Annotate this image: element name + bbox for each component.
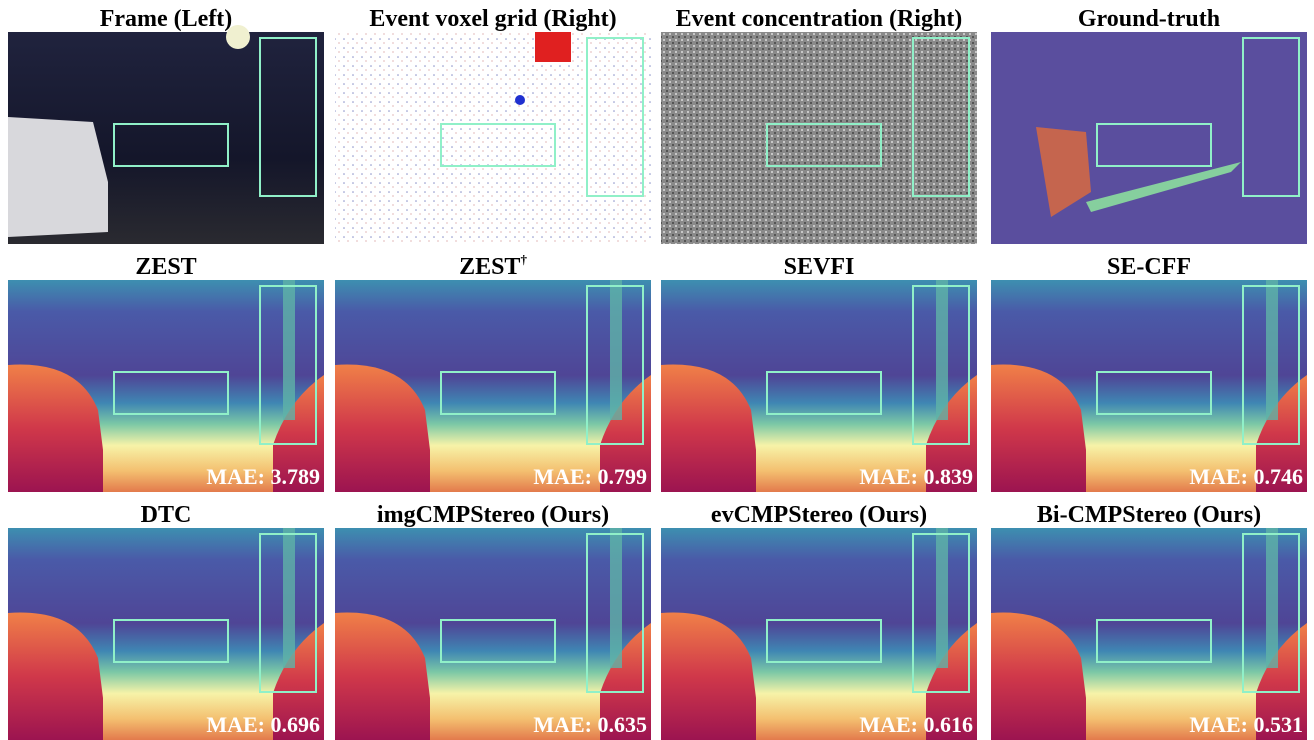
pole — [1266, 280, 1278, 420]
light — [226, 25, 250, 49]
mae-label: MAE: 0.635 — [533, 712, 647, 737]
pole — [283, 280, 295, 420]
title-text: imgCMPStereo (Ours) — [377, 502, 609, 528]
pole — [610, 280, 622, 420]
panel-image — [991, 280, 1307, 492]
mae-label: MAE: 0.746 — [1189, 464, 1303, 489]
title-text: ZEST — [459, 254, 520, 280]
mae-label: MAE: 3.789 — [206, 464, 320, 489]
van — [8, 117, 108, 237]
panel-image — [661, 32, 977, 244]
title-text: DTC — [141, 502, 192, 528]
panel-image — [8, 528, 324, 740]
title-text: Ground-truth — [1078, 6, 1220, 32]
panel-title: imgCMPStereo (Ours) — [377, 502, 609, 528]
panel-title: Ground-truth — [1078, 6, 1220, 32]
panel-image — [335, 280, 651, 492]
mae-label: MAE: 0.696 — [206, 712, 320, 737]
mae-label: MAE: 0.839 — [859, 464, 973, 489]
panel-image — [991, 32, 1307, 244]
image-bg — [661, 32, 977, 244]
panel-title: evCMPStereo (Ours) — [711, 502, 927, 528]
pole — [283, 528, 295, 668]
title-text: ZEST — [135, 254, 196, 280]
title-text: Bi-CMPStereo (Ours) — [1037, 502, 1261, 528]
panel-title: Frame (Left) — [100, 6, 233, 32]
title-text: evCMPStereo (Ours) — [711, 502, 927, 528]
image-bg — [335, 32, 651, 244]
panel-image — [661, 280, 977, 492]
title-text: Event voxel grid (Right) — [369, 6, 616, 32]
panel-image — [8, 25, 324, 244]
panel-title: DTC — [141, 502, 192, 528]
title-text: SEVFI — [784, 254, 855, 280]
title-text: SE-CFF — [1107, 254, 1191, 280]
figure: Frame (Left) Event voxel grid (Right) Even… — [0, 0, 1314, 740]
panel-title: Event voxel grid (Right) — [369, 6, 616, 32]
mae-label: MAE: 0.616 — [859, 712, 973, 737]
pole — [936, 280, 948, 420]
panel-image — [661, 528, 977, 740]
mae-label: MAE: 0.531 — [1189, 712, 1303, 737]
mae-label: MAE: 0.799 — [533, 464, 647, 489]
panel-title: Bi-CMPStereo (Ours) — [1037, 502, 1261, 528]
panel-title: Event concentration (Right) — [676, 6, 963, 32]
panel-title: SE-CFF — [1107, 254, 1191, 280]
red-blob — [535, 32, 571, 62]
title-text: Event concentration (Right) — [676, 6, 963, 32]
panel-image — [991, 528, 1307, 740]
panel-title: ZEST† — [459, 252, 527, 280]
panel-image — [335, 528, 651, 740]
panel-title: SEVFI — [784, 254, 855, 280]
panel-image — [335, 32, 651, 244]
title-text: Frame (Left) — [100, 6, 233, 32]
panel-title: ZEST — [135, 254, 196, 280]
title-superscript: † — [520, 252, 527, 267]
pole — [610, 528, 622, 668]
blue-dot — [515, 95, 525, 105]
pole — [1266, 528, 1278, 668]
panel-image — [8, 280, 324, 492]
pole — [936, 528, 948, 668]
